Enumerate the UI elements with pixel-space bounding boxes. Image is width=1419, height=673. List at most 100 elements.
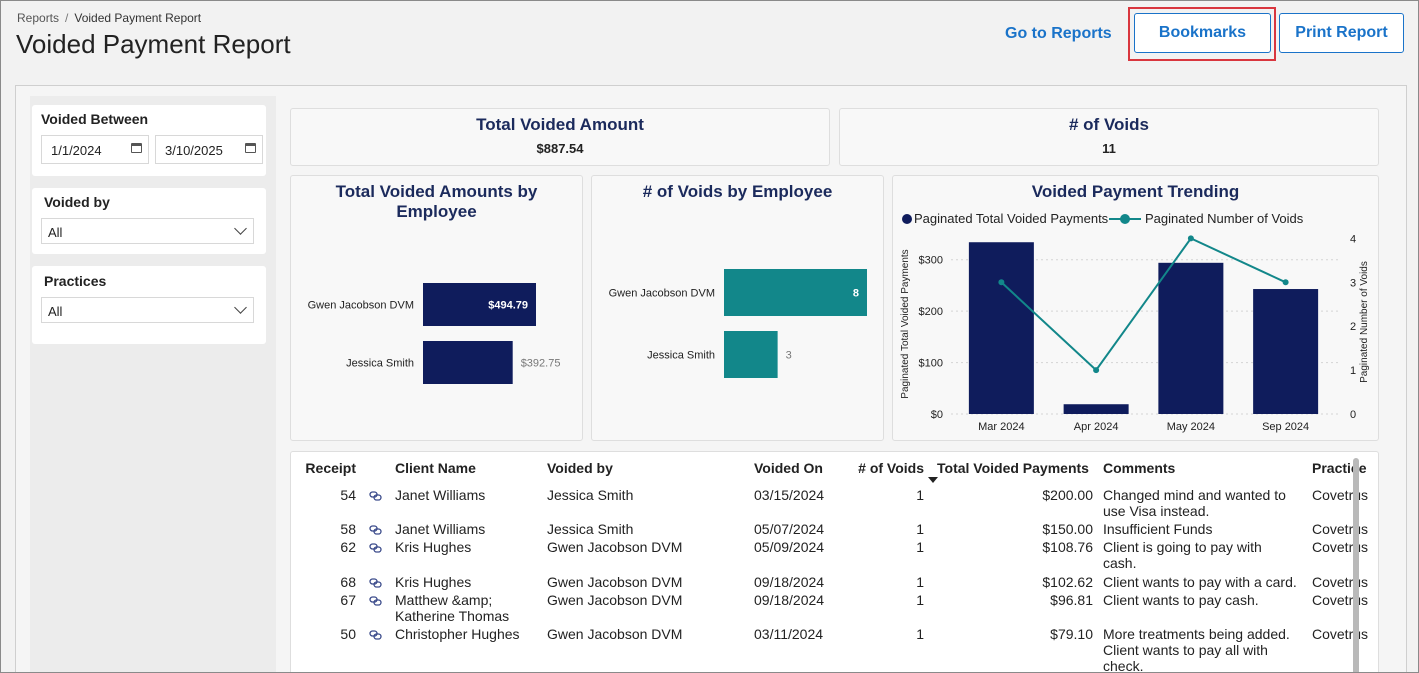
- breadcrumb-reports-link[interactable]: Reports: [17, 11, 60, 25]
- y-tick-label: $100: [919, 358, 943, 370]
- legend-marker: [1120, 214, 1130, 224]
- date-to-input[interactable]: 3/10/2025: [155, 135, 263, 164]
- comments-cell-line: Client wants to pay with a card.: [1103, 574, 1297, 590]
- practice-cell-line: Covetrus: [1312, 539, 1369, 555]
- voided-by-select[interactable]: All: [41, 218, 254, 244]
- voided-on-cell-line: 05/07/2024: [754, 521, 825, 537]
- y2-axis-title: Paginated Number of Voids: [1359, 261, 1370, 383]
- category-label: Jessica Smith: [346, 358, 414, 370]
- voided-payments-table: Receipt Client Name Voided by Voided On # of…: [290, 451, 1379, 673]
- practices-filter: Practices All: [32, 266, 266, 344]
- y2-tick-label: 4: [1350, 233, 1356, 245]
- voided-by-cell: Gwen Jacobson DVM: [547, 592, 747, 608]
- link-icon[interactable]: [369, 522, 383, 535]
- bookmarks-highlight: [1128, 7, 1276, 61]
- voided-by-cell-line: Jessica Smith: [547, 521, 634, 537]
- link-icon[interactable]: [369, 627, 383, 640]
- x-tick-label: Apr 2024: [1074, 421, 1119, 433]
- total-cell-line: $108.76: [1042, 539, 1093, 555]
- total-cell-line: $79.10: [1050, 626, 1093, 642]
- total-cell: $96.81: [991, 592, 1093, 608]
- bar: [423, 341, 513, 384]
- voided-on-cell-line: 09/18/2024: [754, 574, 825, 590]
- receipt-cell: 50: [316, 626, 356, 642]
- client-name-cell-line: Christopher Hughes: [395, 626, 520, 642]
- bar: [423, 283, 536, 326]
- practices-label: Practices: [44, 273, 107, 289]
- line-point: [1282, 279, 1289, 286]
- x-tick-label: Mar 2024: [978, 421, 1024, 433]
- series-line: [1000, 237, 1287, 372]
- voided-on-cell: 05/07/2024: [754, 521, 844, 537]
- trending-chart-svg: Paginated Total Voided Payments Paginated…: [900, 211, 1370, 433]
- breadcrumb-current: Voided Payment Report: [74, 11, 202, 25]
- client-name-cell: Kris Hughes: [395, 539, 545, 555]
- practices-select[interactable]: All: [41, 297, 254, 323]
- chart-title: # of Voids by Employee: [642, 182, 833, 201]
- chevron-down-icon: [234, 301, 247, 314]
- date-from-input[interactable]: 1/1/2024: [41, 135, 149, 164]
- total-cell-line: $102.62: [1042, 574, 1093, 590]
- column-header[interactable]: Total Voided Payments: [937, 460, 1089, 476]
- comments-cell: Client wants to pay with a card.: [1103, 574, 1308, 590]
- bookmarks-button[interactable]: Bookmarks: [1134, 13, 1271, 53]
- comments-cell: Client wants to pay cash.: [1103, 592, 1308, 608]
- go-to-reports-link[interactable]: Go to Reports: [1005, 25, 1112, 42]
- voids-cell: 1: [854, 539, 924, 555]
- voids-chart-svg: Gwen Jacobson DVM 8 Jessica Smith 3: [609, 269, 867, 378]
- column-header[interactable]: Client Name: [395, 460, 476, 476]
- comments-cell-line: Client wants to pay all with: [1103, 642, 1268, 658]
- sort-descending-icon[interactable]: [928, 477, 938, 483]
- link-icon[interactable]: [369, 593, 383, 606]
- bar: [1253, 289, 1319, 414]
- calendar-icon[interactable]: [131, 143, 142, 153]
- total-voided-amount-card: Total Voided Amount $887.54: [290, 108, 830, 166]
- column-header[interactable]: # of Voids: [858, 460, 924, 476]
- comments-cell-line: check.: [1103, 658, 1144, 673]
- comments-cell-line: Insufficient Funds: [1103, 521, 1213, 537]
- total-cell: $102.62: [991, 574, 1093, 590]
- voids-by-employee-chart: # of Voids by Employee Gwen Jacobson DVM…: [591, 175, 884, 441]
- category-label: Gwen Jacobson DVM: [308, 300, 414, 312]
- client-name-cell-line: Katherine Thomas: [395, 608, 510, 624]
- column-header[interactable]: Practice: [1312, 460, 1367, 476]
- voided-on-cell: 03/11/2024: [754, 626, 844, 642]
- data-label: $392.75: [521, 358, 561, 370]
- link-icon[interactable]: [369, 575, 383, 588]
- voided-by-cell-line: Gwen Jacobson DVM: [547, 626, 683, 642]
- column-header[interactable]: Voided by: [547, 460, 613, 476]
- receipt-cell-line: 68: [340, 574, 356, 590]
- amounts-chart-svg: Gwen Jacobson DVM $494.79 Jessica Smith $39…: [308, 283, 561, 384]
- print-report-button[interactable]: Print Report: [1279, 13, 1404, 53]
- voided-by-cell-line: Jessica Smith: [547, 487, 634, 503]
- voided-between-filter: Voided Between 1/1/2024 3/10/2025: [32, 105, 266, 176]
- total-cell-line: $96.81: [1050, 592, 1093, 608]
- link-icon[interactable]: [369, 540, 383, 553]
- client-name-cell: Janet Williams: [395, 521, 545, 537]
- table-scrollbar[interactable]: [1353, 458, 1359, 672]
- voided-by-cell-line: Gwen Jacobson DVM: [547, 592, 683, 608]
- practice-cell: Covetrus: [1312, 574, 1368, 590]
- voided-on-cell: 03/15/2024: [754, 487, 844, 503]
- voided-by-filter: Voided by All: [32, 188, 266, 254]
- column-header[interactable]: Comments: [1103, 460, 1176, 476]
- y-axis-title: Paginated Total Voided Payments: [900, 249, 911, 398]
- receipt-cell: 68: [316, 574, 356, 590]
- receipt-cell: 58: [316, 521, 356, 537]
- report-content: Voided Between 1/1/2024 3/10/2025 Voided…: [15, 85, 1407, 673]
- practice-cell-line: Covetrus: [1312, 521, 1369, 537]
- data-label: $494.79: [488, 300, 528, 312]
- column-header[interactable]: Receipt: [305, 460, 356, 476]
- column-header[interactable]: Voided On: [754, 460, 823, 476]
- link-icon[interactable]: [369, 488, 383, 501]
- comments-cell-line: Changed mind and wanted to: [1103, 487, 1286, 503]
- calendar-icon[interactable]: [245, 143, 256, 153]
- comments-cell: Changed mind and wanted to use Visa inste…: [1103, 487, 1308, 519]
- comments-cell: Client is going to pay with cash.: [1103, 539, 1308, 571]
- category-label: Gwen Jacobson DVM: [609, 288, 715, 300]
- voided-on-cell: 09/18/2024: [754, 574, 844, 590]
- total-cell: $108.76: [991, 539, 1093, 555]
- receipt-cell-line: 62: [340, 539, 356, 555]
- voids-cell-line: 1: [916, 487, 924, 503]
- comments-cell: More treatments being added. Client wants…: [1103, 626, 1308, 673]
